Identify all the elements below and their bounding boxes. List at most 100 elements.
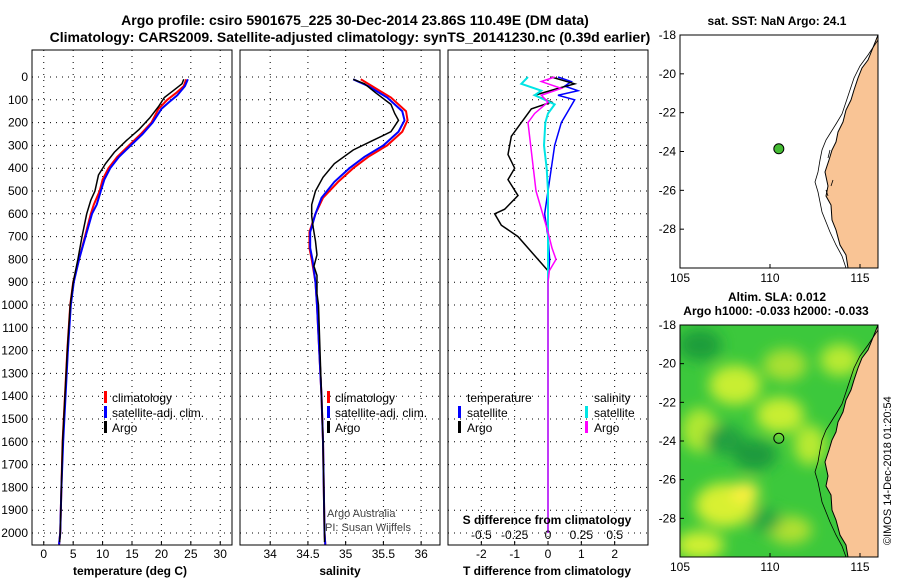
depth-tick-label: 0 [21, 70, 28, 84]
map-x-tick-label: 110 [760, 560, 779, 574]
legend-label-t-satellite: satellite [467, 406, 508, 420]
series-line-argo [58, 79, 185, 543]
altimetry-map-subtitle: Argo h1000: -0.033 h2000: -0.033 [683, 304, 869, 318]
depth-tick-label: 300 [8, 138, 28, 152]
australia-land [824, 35, 878, 268]
legend-label-climatology: climatology [112, 391, 172, 405]
x-tick-label: -2 [476, 547, 487, 561]
map-x-tick-label: 105 [670, 271, 690, 285]
legend-swatch-t-argo [458, 421, 461, 433]
s-diff-tick-label: 0.25 [570, 528, 594, 542]
x-tick-label: 35 [339, 547, 353, 561]
argo-float-marker [773, 143, 785, 155]
map-x-tick-label: 110 [760, 271, 779, 285]
s-diff-tick-label: 0.5 [606, 528, 623, 542]
legend-label-t-argo: Argo [467, 421, 493, 435]
depth-tick-label: 900 [8, 275, 28, 289]
legend-label-argo: Argo [335, 421, 361, 435]
shelf-contour [814, 39, 878, 268]
difference-panel: -2 -1 0 1 2 -0.5 -0.25 0 0.25 0.5 S difference f… [447, 49, 649, 578]
depth-tick-label: 1500 [1, 412, 28, 426]
x-tick-label: 20 [155, 547, 169, 561]
series-line-s-argo [527, 76, 564, 533]
legend-label-s-satellite: satellite [594, 406, 635, 420]
legend-swatch-climatology [104, 391, 107, 403]
legend-label-satellite: satellite-adj. clim. [335, 406, 427, 420]
depth-tick-label: 1100 [2, 321, 28, 335]
x-tick-label: -1 [509, 547, 520, 561]
altimetry-map-ticks: 105 110 115 -18 -20 -22 -24 -26 -28 [659, 318, 870, 574]
depth-tick-label: 1600 [1, 435, 28, 449]
legend-swatch-argo [104, 421, 107, 433]
temperature-xlabel: temperature (deg C) [73, 564, 187, 578]
temperature-lines [58, 78, 189, 545]
map-y-tick-label: -24 [659, 145, 677, 159]
legend-label-argo: Argo [112, 421, 138, 435]
legend-swatch-s-satellite [585, 406, 588, 418]
map-y-tick-label: -26 [659, 183, 677, 197]
map-y-tick-label: -24 [659, 434, 677, 448]
series-line-t-satellite [543, 76, 581, 533]
map-y-tick-label: -28 [659, 511, 677, 525]
depth-tick-label: 500 [8, 184, 28, 198]
altimetry-map-title: Altim. SLA: 0.012 [728, 290, 826, 304]
legend-title-temperature: temperature [467, 391, 532, 405]
salinity-legend: climatology satellite-adj. clim. Argo [327, 391, 427, 435]
annotation-argo-australia: Argo Australia [327, 508, 396, 520]
depth-tick-label: 2000 [1, 526, 28, 540]
temperature-x-ticks: 0 5 10 15 20 25 30 [40, 541, 227, 561]
legend-label-climatology: climatology [335, 391, 395, 405]
depth-tick-label: 1300 [1, 366, 28, 380]
depth-tick-label: 1400 [1, 389, 28, 403]
salinity-difference-x-ticks: -0.5 -0.25 0 0.25 0.5 [471, 528, 623, 542]
x-tick-label: 34.5 [296, 547, 320, 561]
depth-tick-label: 800 [8, 252, 28, 266]
argo-float-marker [773, 432, 785, 444]
coast-islands [825, 149, 834, 197]
map-y-tick-label: -18 [659, 28, 677, 42]
depth-tick-label: 1800 [1, 480, 28, 494]
depth-tick-label: 1900 [1, 503, 28, 517]
x-tick-label: 1 [578, 547, 585, 561]
depth-tick-label: 1000 [1, 298, 28, 312]
difference-x-ticks: -2 -1 0 1 2 [476, 541, 618, 561]
map-y-tick-label: -20 [659, 67, 677, 81]
legend-swatch-argo [327, 421, 330, 433]
salinity-grid [240, 50, 440, 545]
x-tick-label: 10 [96, 547, 110, 561]
sla-field [680, 329, 860, 557]
altimetry-map: Altim. SLA: 0.012 Argo h1000: -0.033 h20… [659, 290, 879, 574]
map-x-tick-label: 105 [670, 560, 690, 574]
salinity-lines [308, 78, 409, 545]
legend-swatch-satellite [104, 406, 107, 418]
x-tick-label: 36 [414, 547, 428, 561]
legend-label-s-argo: Argo [594, 421, 620, 435]
map-y-tick-label: -22 [659, 106, 677, 120]
x-tick-label: 5 [70, 547, 77, 561]
x-tick-label: 30 [214, 547, 228, 561]
salinity-axes-frame [239, 49, 441, 546]
location-map: sat. SST: NaN Argo: 24.1 105 110 115 -18 -20… [659, 14, 879, 285]
depth-tick-label: 600 [8, 207, 28, 221]
map-y-tick-label: -20 [659, 357, 677, 371]
depth-tick-label: 100 [8, 93, 28, 107]
legend-swatch-climatology [327, 391, 330, 403]
x-tick-label: 25 [184, 547, 198, 561]
salinity-x-ticks: 34 34.5 35 35.5 36 [264, 541, 428, 561]
figure-title-line1: Argo profile: csiro 5901675_225 30-Dec-2… [121, 12, 589, 28]
map-y-tick-label: -18 [659, 318, 677, 332]
depth-axis-labels: 0 100 200 300 400 500 600 700 800 900 1000 1100 1200… [1, 70, 28, 540]
x-tick-label: 2 [611, 547, 618, 561]
depth-tick-label: 400 [8, 161, 28, 175]
series-line-argo [310, 78, 400, 543]
s-diff-tick-label: -0.25 [501, 528, 529, 542]
x-tick-label: 0 [40, 547, 47, 561]
x-tick-label: 15 [125, 547, 139, 561]
x-tick-label: 35.5 [372, 547, 396, 561]
salinity-xlabel: salinity [319, 564, 361, 578]
shelf-contour [814, 329, 878, 557]
salinity-panel: 34 34.5 35 35.5 36 salinity climatology sate… [239, 49, 441, 578]
figure-title-line2: Climatology: CARS2009. Satellite-adjuste… [50, 29, 651, 45]
annotation-pi: PI: Susan Wijffels [325, 522, 411, 534]
location-map-ticks: 105 110 115 -18 -20 -22 -24 -26 -28 [659, 28, 870, 285]
